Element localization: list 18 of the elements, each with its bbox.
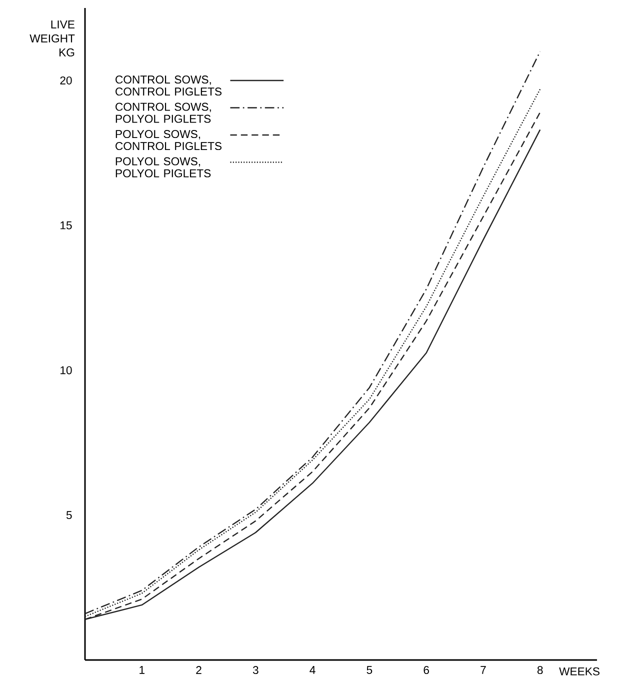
y-tick-label: 20 xyxy=(60,76,72,84)
legend-label: CONTROL SOWS, POLYOL PIGLETS xyxy=(116,102,211,123)
x-axis-title: WEEKS xyxy=(559,667,600,676)
y-axis-title: LIVE WEIGHT KG xyxy=(30,20,75,56)
x-tick-label: 8 xyxy=(537,666,543,674)
x-tick-label: 2 xyxy=(196,666,202,674)
legend-label: POLYOL SOWS, CONTROL PIGLETS xyxy=(116,130,222,150)
y-tick-label: 15 xyxy=(60,221,72,230)
x-tick-label: 1 xyxy=(140,666,144,674)
legend-label: POLYOL SOWS, POLYOL PIGLETS xyxy=(116,157,211,178)
x-tick-label: 3 xyxy=(252,666,258,674)
legend-label: CONTROL SOWS, CONTROL PIGLETS xyxy=(116,76,222,96)
x-tick-label: 6 xyxy=(424,666,429,674)
x-tick-label: 5 xyxy=(366,666,372,674)
x-tick-label: 4 xyxy=(310,666,316,674)
y-tick-label: 5 xyxy=(66,511,72,520)
x-tick-label: 7 xyxy=(480,666,486,674)
y-tick-label: 10 xyxy=(60,366,72,374)
